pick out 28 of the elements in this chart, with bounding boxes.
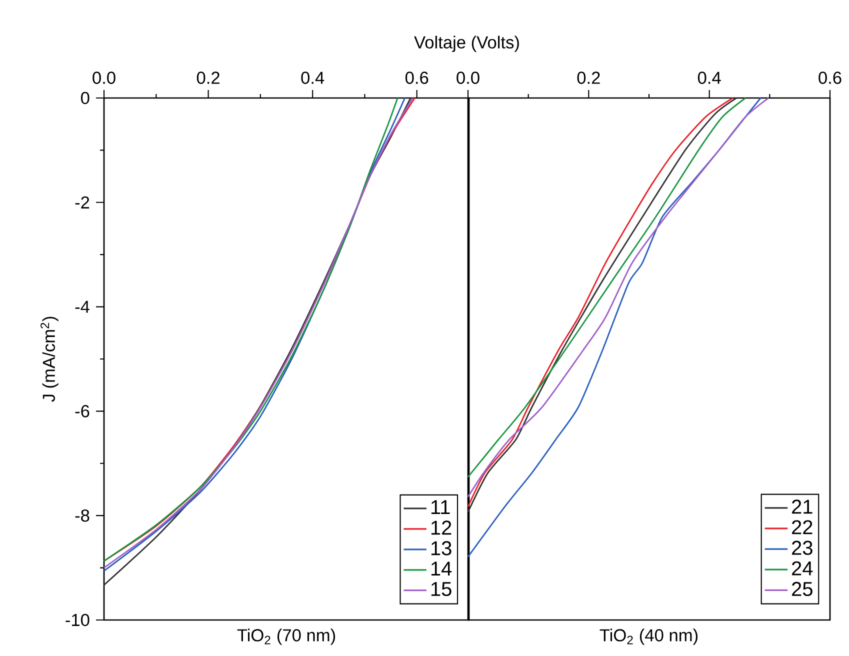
x-tick-label: 0.2 xyxy=(577,72,600,84)
x-tick-label: 0.4 xyxy=(301,72,324,84)
y-tick-label: 0 xyxy=(80,92,90,104)
y-tick-label: -10 xyxy=(66,614,90,626)
x-axis-title: TiO$_{2}$ (40 nm) xyxy=(600,628,698,645)
chart-title: Voltaje (Volts) xyxy=(414,36,519,52)
legend-label: 21 xyxy=(792,500,812,514)
legend-label: 11 xyxy=(431,500,450,514)
legend-label: 13 xyxy=(431,541,452,556)
legend-label: 14 xyxy=(431,562,452,576)
x-tick-label: 0.4 xyxy=(698,72,721,84)
legend-label: 24 xyxy=(792,561,813,576)
x-tick-label: 0.6 xyxy=(405,72,428,84)
x-axis-title: TiO$_{2}$ (70 nm) xyxy=(237,628,336,645)
x-tick-label: 0.0 xyxy=(456,72,480,84)
legend-label: 15 xyxy=(431,582,452,596)
y-tick-label: -4 xyxy=(75,300,90,313)
x-tick-label: 0.6 xyxy=(818,72,842,84)
legend-label: 25 xyxy=(792,582,812,596)
legend-label: 23 xyxy=(792,540,812,555)
y-tick-label: -2 xyxy=(75,196,90,208)
y-tick-label: -8 xyxy=(75,509,90,522)
legend-label: 22 xyxy=(792,520,812,534)
y-tick-label: -6 xyxy=(75,405,90,418)
y-axis-title: J (mA/cm$^{2}$) xyxy=(40,316,58,402)
legend-label: 12 xyxy=(431,520,452,535)
x-tick-label: 0.2 xyxy=(196,72,220,84)
x-tick-label: 0.0 xyxy=(92,72,116,84)
